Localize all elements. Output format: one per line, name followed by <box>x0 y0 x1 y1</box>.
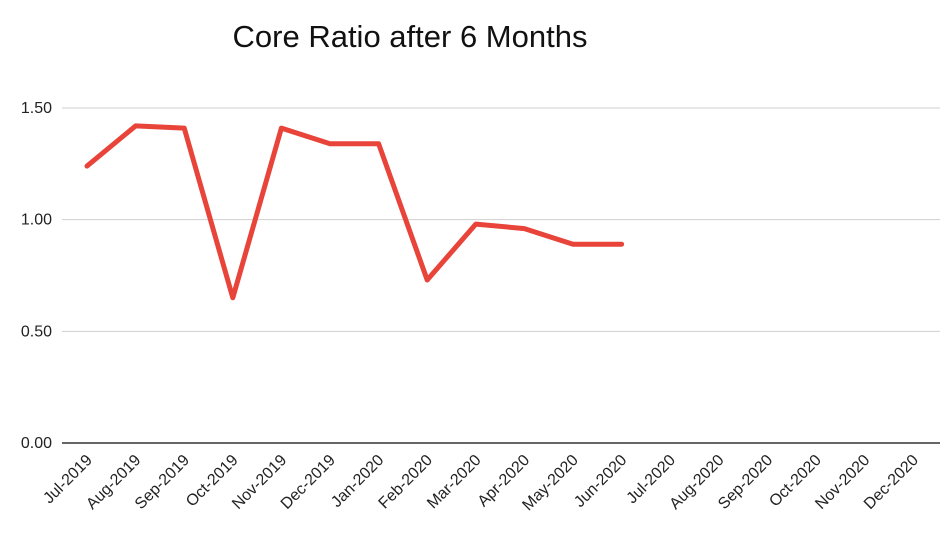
chart-title: Core Ratio after 6 Months <box>233 19 588 54</box>
y-axis-ticks: 0.00 0.50 1.00 1.50 <box>21 100 52 452</box>
series-group <box>84 123 625 301</box>
x-tick-label: Mar-2020 <box>424 452 485 513</box>
x-tick-label: Jun-2020 <box>571 452 630 511</box>
y-tick-label: 0.50 <box>21 323 52 340</box>
series-line <box>84 123 625 301</box>
x-axis-ticks: Jul-2019Aug-2019Sep-2019Oct-2019Nov-2019… <box>40 452 922 514</box>
y-tick-label: 1.50 <box>21 100 52 117</box>
gridlines <box>62 107 940 332</box>
y-tick-label: 1.00 <box>21 212 52 229</box>
y-tick-label: 0.00 <box>21 435 52 452</box>
